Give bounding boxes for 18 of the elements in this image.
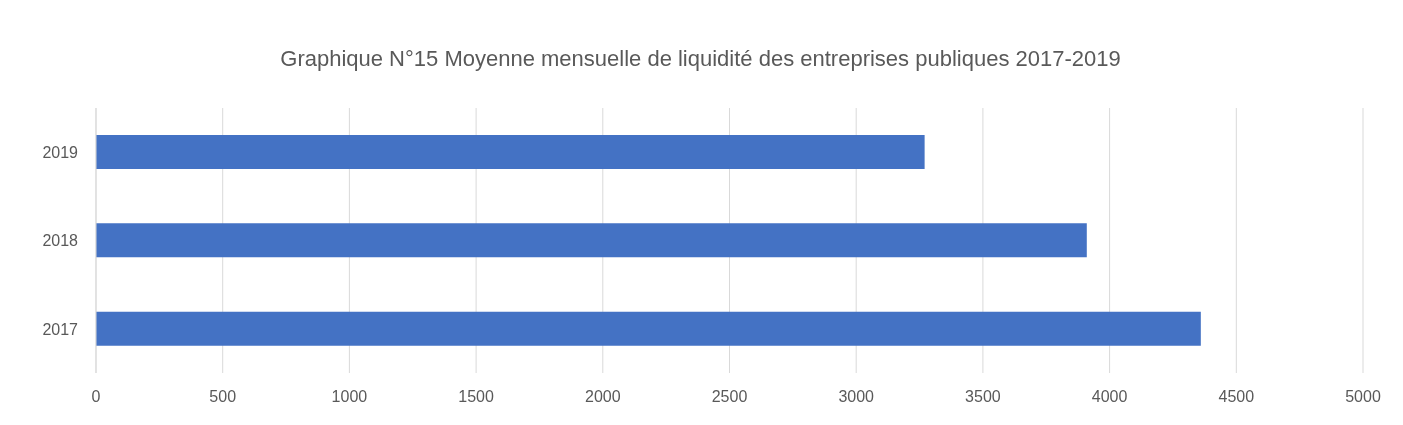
x-tick-label: 500 [209,388,237,406]
x-tick-label: 5000 [1345,388,1381,406]
bar [96,223,1087,258]
y-tick-label: 2019 [42,143,79,161]
x-tick-label: 3000 [838,388,875,406]
x-tick-label: 1000 [331,388,368,406]
y-tick-label: 2017 [42,320,79,338]
x-tick-label: 0 [91,388,101,406]
x-tick-label: 2500 [711,388,748,406]
chart-title: Graphique N°15 Moyenne mensuelle de liquidité des entreprises publiques 2017-2019 [279,45,1122,73]
x-tick-label: 1500 [458,388,494,406]
y-tick-label: 2018 [42,232,79,250]
x-tick-label: 4000 [1091,388,1128,406]
x-tick-label: 2000 [585,388,621,406]
x-tick-label: 4500 [1218,388,1255,406]
bar [96,311,1201,346]
bar [96,135,925,169]
x-tick-label: 3500 [965,388,1001,406]
